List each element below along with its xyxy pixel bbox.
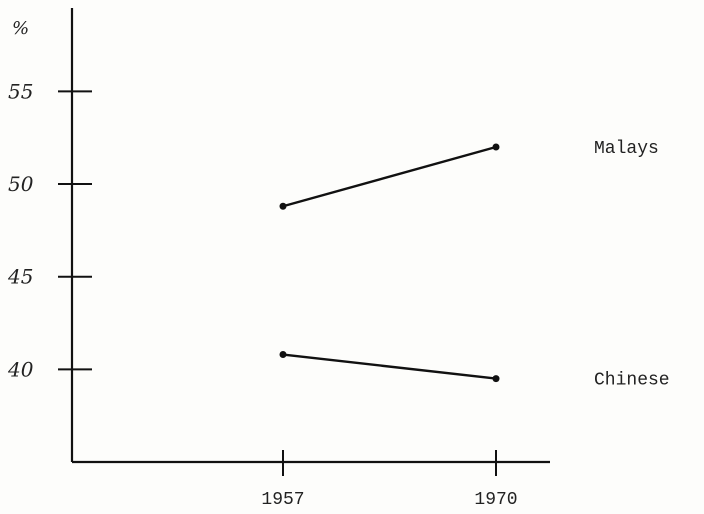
series-label-malays: Malays [594, 139, 659, 159]
series-label-chinese: Chinese [594, 371, 670, 391]
point-chinese-1970 [492, 375, 500, 383]
y-tick-label-45: 45 [7, 265, 33, 289]
y-axis-unit-label: % [12, 18, 29, 39]
y-tick-label-40: 40 [7, 357, 34, 381]
series-line-malays [282, 145, 497, 208]
y-tick-label-50: 50 [8, 172, 34, 196]
y-tick-label-55: 55 [8, 79, 33, 103]
x-tick-label-1970: 1970 [474, 490, 517, 510]
series-line-chinese [282, 353, 497, 380]
x-tick-label-1957: 1957 [261, 490, 304, 510]
point-chinese-1957 [279, 351, 287, 359]
point-malays-1957 [279, 202, 287, 210]
y-ticks: 55 50 45 40 [7, 79, 92, 381]
series-group: Malays Chinese [279, 139, 670, 391]
point-malays-1970 [492, 143, 500, 151]
x-ticks: 1957 1970 [261, 450, 518, 510]
